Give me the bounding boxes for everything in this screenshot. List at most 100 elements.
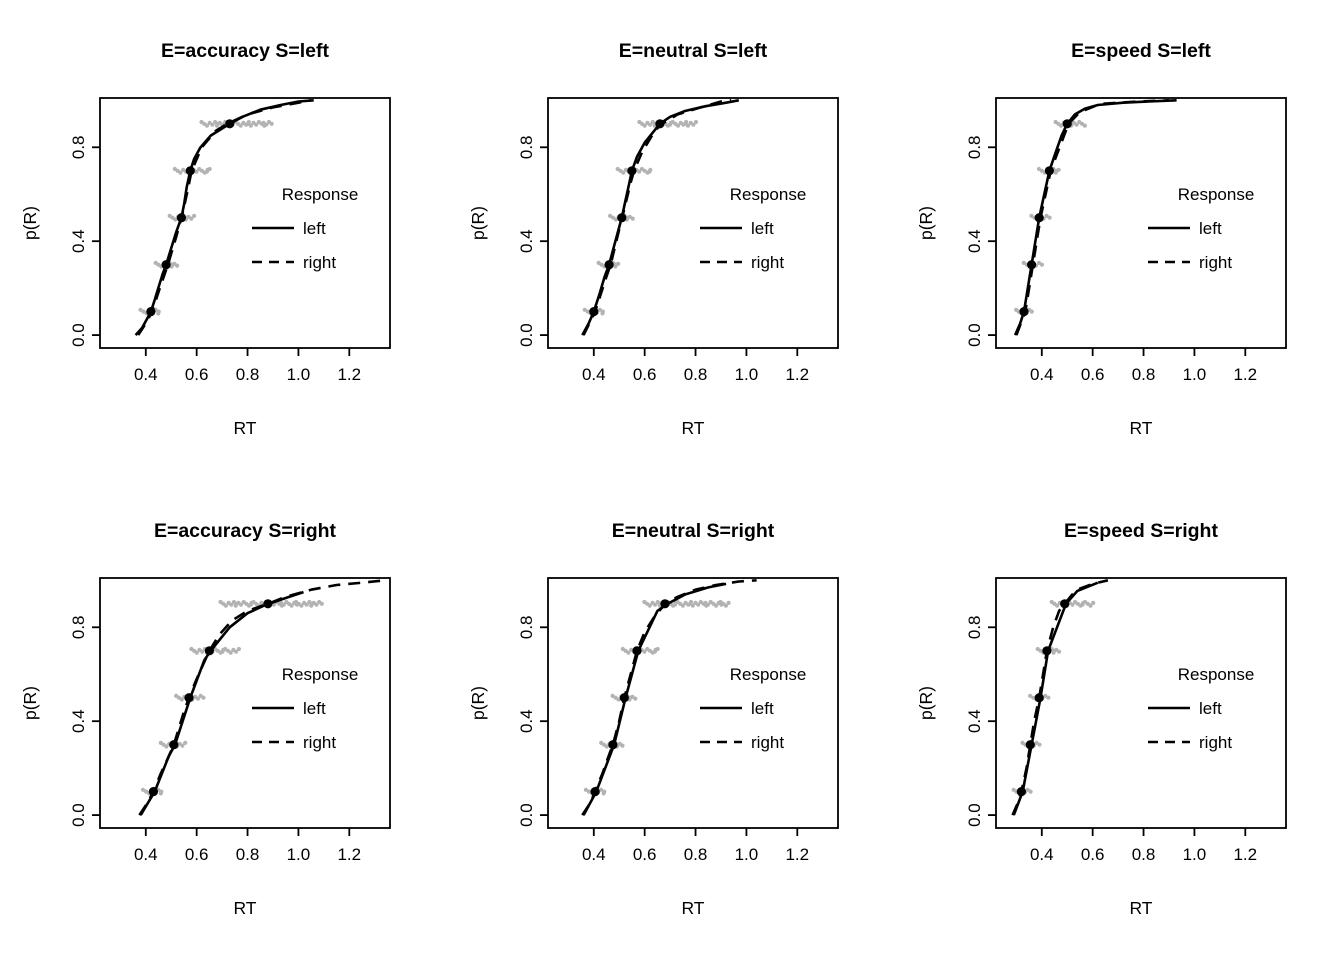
scatter-point [1056, 167, 1061, 172]
scatter-point [653, 602, 658, 607]
curve-right [1015, 99, 1170, 336]
plot-box [995, 97, 1287, 349]
x-axis-label: RT [681, 418, 704, 438]
scatter-point [613, 217, 618, 222]
scatter-point [314, 602, 319, 607]
y-axis-tick-label: 0.0 [517, 803, 536, 827]
x-axis-tick-label: 0.8 [684, 365, 708, 384]
x-axis-tick-label: 0.6 [185, 365, 209, 384]
panel-title: E=accuracy S=left [161, 40, 330, 62]
x-axis-tick-label: 1.2 [785, 365, 809, 384]
scatter-point [319, 601, 324, 606]
legend-title: Response [282, 665, 359, 684]
scatter-point [189, 216, 194, 221]
scatter-point [648, 122, 653, 127]
chart-panel-1: 0.4 0.6 0.8 1.0 1.2 0.0 0.4 0.8 E=accuracy S=lef… [0, 0, 448, 480]
scatter-point [696, 602, 701, 607]
x-axis-tick-label: 0.6 [185, 845, 209, 864]
x-axis-tick-label: 0.8 [236, 365, 260, 384]
scatter-point [192, 213, 197, 218]
chart-panel-3: 0.4 0.6 0.8 1.0 1.2 0.0 0.4 0.8 E=speed S=left RT… [896, 0, 1344, 480]
scatter-point [1055, 603, 1060, 608]
scatter-point [693, 119, 699, 125]
legend-title: Response [282, 185, 359, 204]
x-axis-tick-label: 1.2 [337, 845, 361, 864]
scatter-point [642, 649, 647, 654]
x-axis-tick-label: 1.0 [287, 365, 311, 384]
chart-svg: 0.4 0.6 0.8 1.0 1.2 0.0 0.4 0.8 E=neutral S=righ… [468, 520, 839, 918]
scatter-point [238, 602, 244, 607]
quantile-point [1034, 213, 1044, 223]
scatter-point [220, 649, 225, 654]
curve-right [582, 99, 732, 336]
scatter-point [675, 123, 681, 128]
scatter-point [233, 603, 238, 608]
scatter-point [705, 602, 711, 607]
x-axis-tick-label: 1.0 [287, 845, 311, 864]
y-axis-tick-label: 0.8 [69, 135, 88, 159]
scatter-point [1057, 649, 1062, 654]
legend-title: Response [730, 185, 807, 204]
x-axis-tick-label: 0.4 [134, 845, 158, 864]
scatter-point [1082, 123, 1087, 128]
y-axis-tick-label: 0.8 [517, 135, 536, 159]
legend-label-left: left [303, 699, 326, 718]
curve-left [582, 582, 727, 816]
scatter-point [1039, 262, 1045, 267]
quantile-point [1060, 599, 1070, 609]
legend-label-right: right [303, 253, 336, 272]
chart-svg: 0.4 0.6 0.8 1.0 1.2 0.0 0.4 0.8 E=accuracy S=rig… [20, 520, 391, 918]
panel-title: E=neutral S=right [612, 520, 775, 542]
chart-svg: 0.4 0.6 0.8 1.0 1.2 0.0 0.4 0.8 E=accuracy S=lef… [20, 40, 391, 438]
y-axis-tick-label: 0.4 [517, 229, 536, 253]
x-axis-label: RT [1129, 898, 1152, 918]
chart-panel-5: 0.4 0.6 0.8 1.0 1.2 0.0 0.4 0.8 E=neutral S=righ… [448, 480, 896, 960]
scatter-point [685, 123, 691, 128]
y-axis-tick-label: 0.4 [517, 709, 536, 733]
quantile-point [185, 166, 195, 176]
scatter-point [1074, 122, 1079, 127]
scatter-point [1043, 693, 1048, 698]
y-axis-tick-label: 0.0 [69, 803, 88, 827]
scatter-point [604, 744, 609, 749]
scatter-point [647, 603, 652, 608]
legend-title: Response [1178, 185, 1255, 204]
panel-title: E=neutral S=left [619, 40, 768, 62]
x-axis-tick-label: 0.6 [1081, 845, 1105, 864]
scatter-point [642, 123, 647, 128]
scatter-point [200, 649, 205, 654]
x-axis-label: RT [233, 898, 256, 918]
scatter-point [601, 791, 606, 796]
scatter-point [229, 602, 234, 607]
quantile-point [655, 119, 665, 129]
quantile-point [1044, 166, 1054, 176]
panel-title: E=speed S=right [1064, 520, 1218, 542]
scatter-point [173, 217, 178, 222]
scatter-point [1058, 123, 1064, 128]
scatter-point [620, 743, 625, 748]
plot-box [99, 97, 391, 349]
scatter-point [264, 122, 269, 127]
quantile-point [632, 646, 642, 656]
scatter-point [210, 122, 215, 127]
quantile-point [148, 787, 158, 797]
y-axis-tick-label: 0.4 [69, 709, 88, 733]
scatter-point [672, 602, 677, 607]
y-axis-tick-label: 0.8 [517, 615, 536, 639]
scatter-point [236, 646, 241, 652]
scatter-point [164, 744, 169, 749]
legend-label-left: left [751, 699, 774, 718]
chart-panel-2: 0.4 0.6 0.8 1.0 1.2 0.0 0.4 0.8 E=neutral S=left… [448, 0, 896, 480]
quantile-point [1042, 646, 1052, 656]
y-axis-label: p(R) [916, 686, 936, 720]
scatter-point [1029, 309, 1034, 314]
legend-title: Response [730, 665, 807, 684]
x-axis-tick-label: 0.8 [684, 845, 708, 864]
chart-panel-4: 0.4 0.6 0.8 1.0 1.2 0.0 0.4 0.8 E=accuracy S=rig… [0, 480, 448, 960]
scatter-point [691, 122, 696, 127]
plot-box [547, 97, 839, 349]
y-axis-label: p(R) [20, 206, 40, 240]
scatter-point [600, 311, 605, 316]
quantile-point [619, 693, 629, 703]
